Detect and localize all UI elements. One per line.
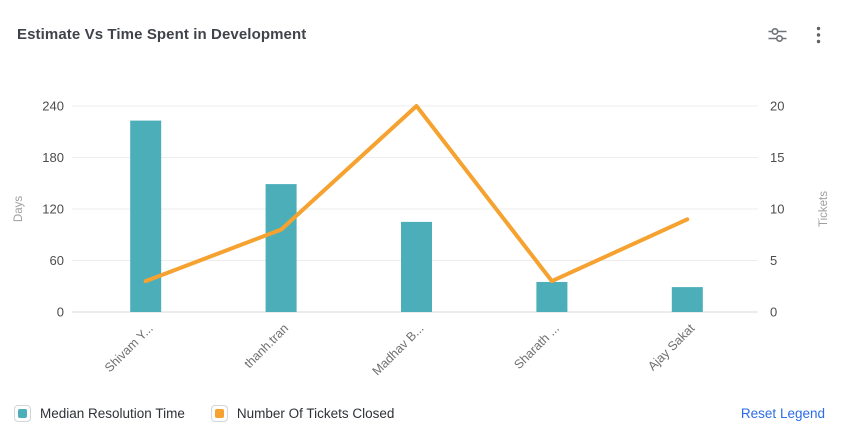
legend-item-label: Number Of Tickets Closed [236, 406, 395, 421]
right-axis-tick-label: 10 [770, 202, 784, 217]
left-axis-tick-label: 180 [42, 150, 64, 165]
x-axis-category-label: Ajay Sakat [645, 321, 698, 374]
chart-bar[interactable] [130, 120, 162, 312]
legend-item-median-resolution-time[interactable]: Median Resolution Time [14, 405, 185, 422]
legend-swatch-icon [210, 405, 228, 422]
left-axis-tick-label: 120 [42, 202, 64, 217]
chart-title: Estimate Vs Time Spent in Development [17, 26, 307, 43]
right-axis-tick-label: 0 [770, 305, 777, 320]
legend-swatch-icon [14, 405, 31, 422]
right-axis-tick-label: 15 [770, 150, 784, 165]
x-axis-category-label: Sharath ... [511, 321, 562, 372]
chart-bar[interactable] [265, 184, 297, 312]
header-actions [765, 24, 823, 46]
right-axis-tick-label: 5 [770, 253, 777, 268]
x-axis-category-label: Madhav B... [370, 321, 427, 378]
kebab-menu-icon[interactable] [814, 24, 823, 46]
chart-line[interactable] [143, 104, 690, 284]
left-axis-tick-label: 240 [42, 99, 64, 114]
legend-item-number-of-tickets-closed[interactable]: Number Of Tickets Closed [210, 405, 395, 422]
right-axis-tick-label: 20 [770, 99, 784, 114]
x-axis-category-label: thanh.tran [242, 321, 292, 371]
legend: Median Resolution Time Number Of Tickets… [0, 397, 841, 430]
left-axis-title: Days [13, 196, 25, 222]
reset-legend-link[interactable]: Reset Legend [740, 406, 825, 421]
left-axis-tick-label: 0 [57, 305, 64, 320]
legend-item-label: Median Resolution Time [40, 406, 185, 421]
chart-bar[interactable] [401, 221, 432, 312]
legend-swatch-color [18, 409, 27, 418]
chart-svg: 0 0 60 5 120 10 180 15 240 20 Days Tickets Shivam Y.… [13, 99, 830, 379]
legend-swatch-color [214, 409, 224, 418]
x-axis-category-label: Shivam Y... [102, 321, 156, 375]
legend-items: Median Resolution Time Number Of Tickets… [14, 405, 394, 422]
chart-bar[interactable] [671, 287, 703, 312]
chart-area: 0 0 60 5 120 10 180 15 240 20 Days Tickets Shivam Y.… [0, 52, 841, 393]
filter-sliders-icon[interactable] [765, 24, 790, 46]
chart-bar[interactable] [536, 281, 568, 312]
card-header: Estimate Vs Time Spent in Development [0, 0, 841, 52]
left-axis-tick-label: 60 [50, 253, 64, 268]
right-axis-title: Tickets [818, 191, 830, 227]
